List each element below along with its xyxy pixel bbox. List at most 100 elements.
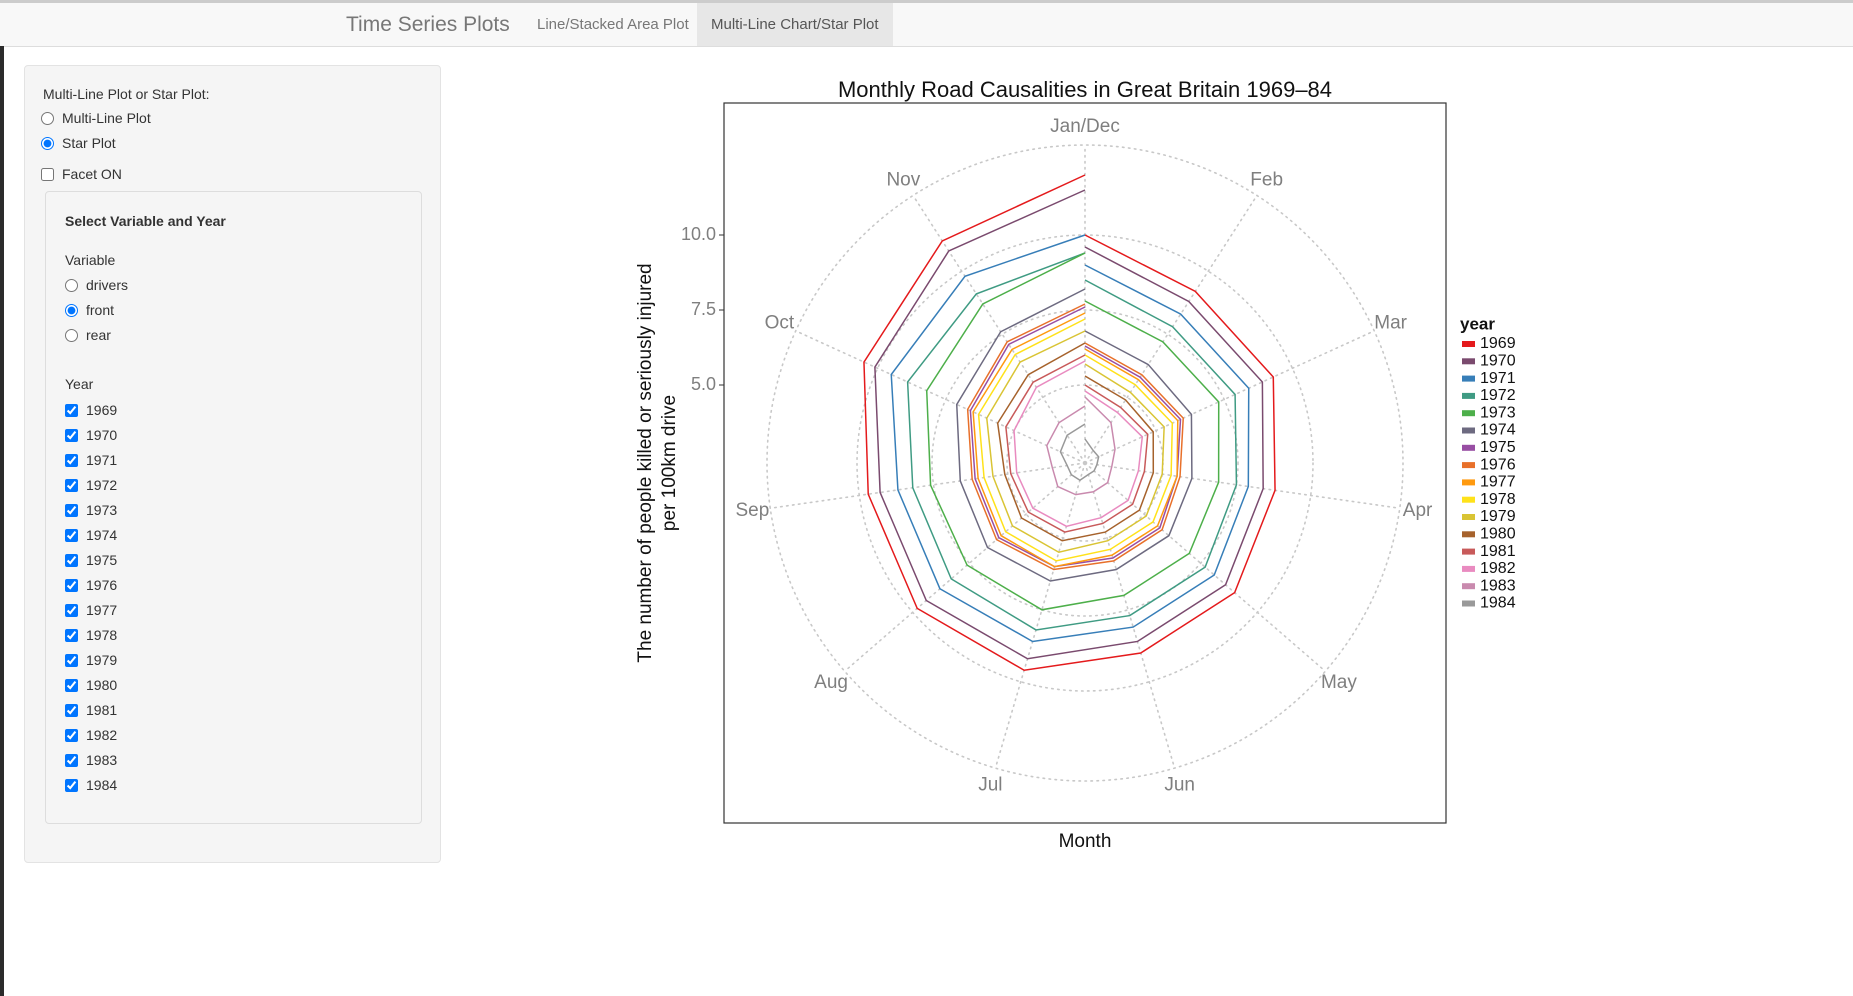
input-label: Multi-Line Plot or Star Plot: (43, 86, 210, 102)
checkbox-option[interactable]: 1972 (65, 477, 117, 493)
legend-swatch (1462, 462, 1475, 469)
checkbox-option[interactable]: 1970 (65, 427, 117, 443)
checkbox-option-input[interactable] (65, 653, 78, 667)
panel-border (723, 102, 1447, 824)
legend-swatch (1462, 375, 1475, 382)
y-tick-label: 10.0 (681, 224, 716, 244)
series-line (1013, 360, 1144, 528)
radio-option-input[interactable] (41, 111, 54, 125)
series-line (1005, 354, 1149, 533)
input-label: Year (65, 376, 94, 392)
grid-spoke (1084, 330, 1376, 464)
checkbox-option[interactable]: 1980 (65, 677, 117, 693)
checkbox-option[interactable]: 1978 (65, 627, 117, 643)
checkbox-option-text: 1983 (86, 752, 118, 768)
grid-spoke (1084, 462, 1176, 769)
series-line (925, 252, 1220, 611)
checkbox-option-input[interactable] (65, 678, 78, 692)
input-label: Variable (65, 252, 116, 268)
checkbox-option-text: 1973 (86, 502, 118, 518)
nav-tab[interactable]: Multi-Line Chart/Star Plot (697, 3, 893, 46)
checkbox-option[interactable]: Facet ON (41, 166, 122, 182)
checkbox-option-input[interactable] (65, 603, 78, 617)
checkbox-option-input[interactable] (65, 453, 78, 467)
legend-swatch (1462, 600, 1475, 607)
legend-swatch (1462, 531, 1475, 538)
checkbox-option[interactable]: 1984 (65, 777, 117, 793)
radio-option-text: front (86, 302, 115, 318)
radio-option[interactable]: Star Plot (41, 135, 116, 151)
checkbox-option-text: 1975 (86, 552, 118, 568)
legend-label: 1979 (1480, 508, 1516, 525)
series-line (955, 288, 1193, 582)
checkbox-option-input[interactable] (65, 703, 78, 717)
radio-option-input[interactable] (65, 328, 78, 342)
checkbox-option-input[interactable] (65, 578, 78, 592)
legend-swatch (1462, 358, 1475, 365)
x-tick-label: Mar (1374, 312, 1407, 333)
radio-option-input[interactable] (41, 136, 54, 150)
checkbox-option[interactable]: 1982 (65, 727, 117, 743)
legend-label: 1975 (1480, 439, 1516, 456)
checkbox-option[interactable]: 1979 (65, 652, 117, 668)
radio-option-text: Multi-Line Plot (62, 110, 151, 126)
checkbox-option[interactable]: 1976 (65, 577, 117, 593)
checkbox-option[interactable]: 1974 (65, 527, 117, 543)
grid-spoke (912, 194, 1086, 464)
legend-label: 1984 (1480, 595, 1516, 612)
checkbox-option-text: 1972 (86, 477, 118, 493)
grid-circle (931, 309, 1239, 617)
x-tick-label: Oct (765, 312, 795, 333)
checkbox-option-input[interactable] (65, 428, 78, 442)
radio-option-input[interactable] (65, 303, 78, 317)
legend-swatch (1462, 514, 1475, 520)
grid-spoke (1084, 462, 1327, 673)
legend-swatch (1462, 427, 1475, 434)
brand: Time Series Plots (346, 13, 510, 36)
checkbox-option-input[interactable] (65, 528, 78, 542)
checkbox-option-input[interactable] (65, 628, 78, 642)
series-line (985, 330, 1165, 554)
checkbox-option-text: 1974 (86, 527, 118, 543)
legend-label: 1977 (1480, 474, 1516, 491)
legend-label: 1973 (1480, 404, 1516, 421)
checkbox-option-input[interactable] (65, 728, 78, 742)
checkbox-option[interactable]: 1969 (65, 402, 117, 418)
checkbox-option-input[interactable] (65, 778, 78, 792)
navbar: Time Series Plots Line/Stacked Area Plot… (0, 0, 1853, 47)
grid-spoke (769, 462, 1086, 510)
radio-option[interactable]: drivers (65, 277, 128, 293)
series-line (1046, 396, 1116, 496)
checkbox-option-input[interactable] (65, 753, 78, 767)
x-tick-label: May (1321, 672, 1357, 693)
nav-tab[interactable]: Line/Stacked Area Plot (537, 16, 689, 33)
checkbox-option[interactable]: 1971 (65, 452, 117, 468)
checkbox-option[interactable]: 1977 (65, 602, 117, 618)
legend-label: 1976 (1480, 456, 1516, 473)
series-line (966, 303, 1185, 571)
grid-spoke (794, 330, 1086, 464)
checkbox-option[interactable]: 1981 (65, 702, 117, 718)
series-line (977, 318, 1174, 562)
checkbox-option[interactable]: 1973 (65, 502, 117, 518)
checkbox-option-text: 1980 (86, 677, 118, 693)
checkbox-option-input[interactable] (41, 167, 54, 181)
radio-option[interactable]: front (65, 302, 114, 318)
checkbox-option-text: 1984 (86, 777, 118, 793)
checkbox-option-text: 1969 (86, 402, 118, 418)
checkbox-option-text: Facet ON (62, 166, 122, 182)
section-title: Select Variable and Year (65, 213, 226, 229)
checkbox-option-input[interactable] (65, 403, 78, 417)
checkbox-option-input[interactable] (65, 478, 78, 492)
checkbox-option[interactable]: 1983 (65, 752, 117, 768)
series-line (969, 306, 1182, 568)
radio-option-input[interactable] (65, 278, 78, 292)
checkbox-option[interactable]: 1975 (65, 552, 117, 568)
checkbox-option-input[interactable] (65, 553, 78, 567)
radio-option[interactable]: Multi-Line Plot (41, 110, 151, 126)
legend-title: year (1460, 314, 1495, 333)
series-line (863, 174, 1276, 672)
radio-option[interactable]: rear (65, 327, 111, 343)
checkbox-option-input[interactable] (65, 503, 78, 517)
